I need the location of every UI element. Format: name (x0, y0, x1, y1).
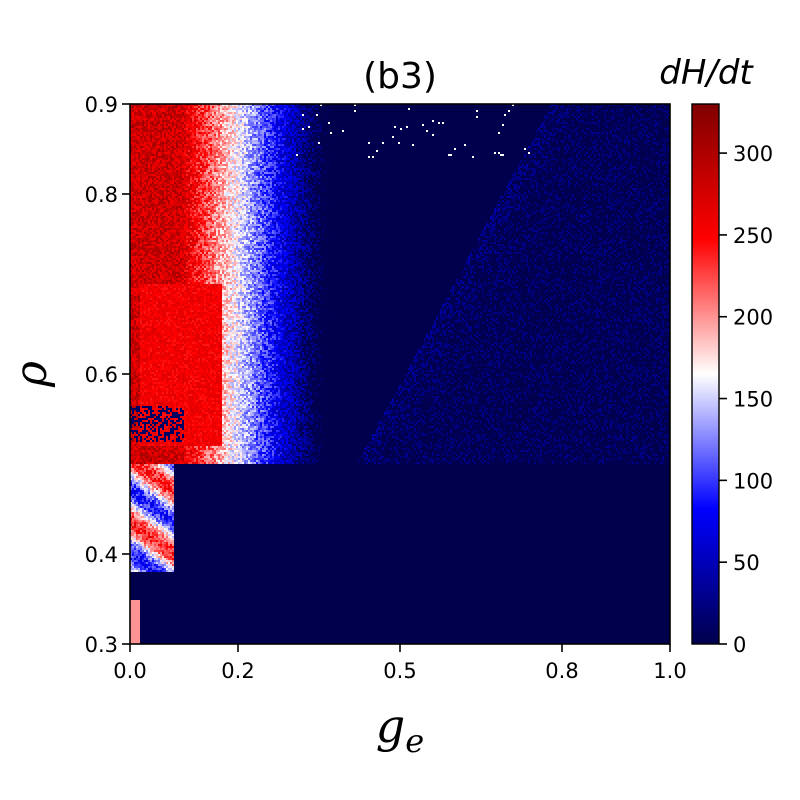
x-tick-label: 1.0 (653, 659, 686, 683)
colorbar-tick-label: 150 (733, 388, 773, 412)
colorbar-tick-label: 300 (733, 142, 773, 166)
y-tick-label: 0.4 (85, 543, 118, 567)
y-tick-label: 0.6 (85, 363, 118, 387)
heatmap-image (130, 104, 670, 644)
y-tick-label: 0.9 (85, 93, 118, 117)
x-axis-label-subscript: e (405, 722, 424, 760)
y-axis: 0.3 0.4 0.6 0.8 0.9 (85, 93, 130, 657)
x-axis-label-main: g (376, 699, 405, 753)
colorbar-tick-label: 100 (733, 469, 773, 493)
colorbar-tick-label: 50 (733, 551, 760, 575)
colorbar-ticks: 0 50 100 150 200 250 300 (719, 142, 773, 657)
plot-area (129, 103, 671, 645)
x-axis: 0.0 0.2 0.5 0.8 1.0 (113, 644, 687, 683)
y-axis-label: ρ (6, 361, 57, 388)
colorbar: 0 50 100 150 200 250 300 dH/dt (659, 53, 773, 657)
x-tick-label: 0.8 (545, 659, 578, 683)
colorbar-gradient (691, 103, 720, 645)
colorbar-tick-label: 250 (733, 224, 773, 248)
y-tick-label: 0.3 (85, 633, 118, 657)
colorbar-tick-label: 200 (733, 306, 773, 330)
y-tick-label: 0.8 (85, 183, 118, 207)
colorbar-tick-label: 0 (733, 633, 746, 657)
x-tick-label: 0.5 (383, 659, 416, 683)
x-axis-label: ge (376, 699, 424, 760)
colorbar-label: dH/dt (659, 53, 754, 93)
x-tick-label: 0.0 (113, 659, 146, 683)
x-tick-label: 0.2 (221, 659, 254, 683)
chart-title: (b3) (363, 56, 437, 97)
